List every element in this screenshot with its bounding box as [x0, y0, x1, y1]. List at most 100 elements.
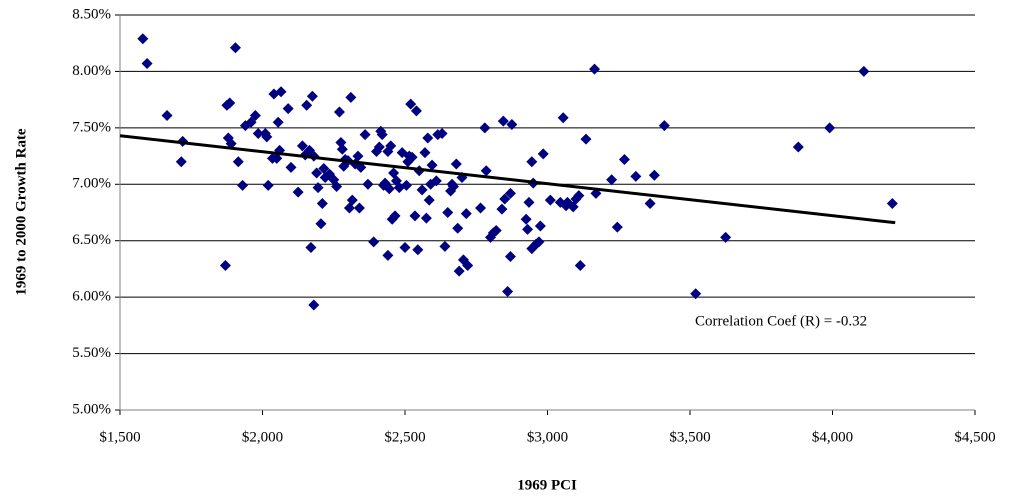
point: [426, 159, 438, 171]
point: [410, 105, 422, 117]
point: [526, 156, 538, 168]
point: [359, 129, 371, 141]
point: [318, 162, 330, 174]
point: [405, 98, 417, 110]
x-tick-label: $2,500: [384, 429, 425, 445]
point: [439, 240, 451, 252]
x-tick-label: $1,500: [99, 429, 140, 445]
y-axis-label: 1969 to 2000 Growth Rate: [13, 128, 29, 296]
point: [368, 236, 380, 248]
point: [452, 222, 464, 234]
point: [520, 213, 532, 225]
point: [252, 128, 264, 139]
point: [305, 241, 317, 253]
y-tick-label: 6.00%: [72, 289, 111, 305]
point: [331, 181, 343, 193]
point: [690, 288, 702, 300]
point: [574, 260, 586, 272]
point: [406, 151, 418, 163]
point: [175, 156, 187, 168]
point: [544, 194, 556, 206]
point: [537, 148, 549, 160]
point: [412, 244, 424, 256]
y-tick-label: 6.50%: [72, 232, 111, 248]
point: [336, 143, 348, 155]
point: [308, 299, 320, 311]
point: [345, 91, 357, 103]
point: [420, 212, 432, 224]
point: [522, 223, 534, 235]
point: [383, 183, 395, 195]
x-tick-label: $3,500: [669, 429, 710, 445]
y-tick-label: 8.00%: [72, 63, 111, 79]
point: [229, 42, 241, 54]
point: [475, 202, 487, 214]
point: [858, 65, 870, 77]
point: [282, 103, 294, 115]
point: [436, 128, 448, 139]
point: [311, 167, 323, 179]
point: [409, 210, 421, 222]
point: [224, 97, 236, 109]
point: [496, 203, 508, 215]
point: [644, 197, 656, 209]
point: [648, 169, 660, 181]
point: [497, 115, 509, 127]
point: [315, 218, 327, 230]
point: [161, 109, 173, 121]
point: [611, 221, 623, 233]
x-tick-label: $4,500: [954, 429, 995, 445]
point: [447, 181, 459, 193]
point: [580, 133, 592, 145]
point: [362, 178, 374, 190]
y-tick-label: 8.50%: [72, 6, 111, 22]
point: [301, 99, 313, 111]
point: [373, 141, 385, 153]
point: [382, 249, 394, 261]
point: [285, 161, 297, 173]
point: [589, 63, 601, 75]
point: [306, 90, 318, 102]
x-tick-label: $2,000: [242, 429, 283, 445]
point: [480, 165, 492, 177]
point: [333, 106, 345, 118]
point: [460, 208, 472, 220]
point: [499, 193, 511, 205]
y-tick-label: 5.00%: [72, 401, 111, 417]
point: [292, 186, 304, 198]
point: [141, 58, 153, 70]
point: [792, 141, 804, 153]
point: [479, 122, 491, 134]
point: [506, 118, 518, 130]
y-tick-label: 5.50%: [72, 345, 111, 361]
point: [422, 132, 434, 144]
point: [419, 147, 431, 159]
point: [416, 184, 428, 196]
point: [557, 112, 569, 124]
point: [237, 179, 249, 191]
point: [453, 265, 465, 277]
annotation: Correlation Coef (R) = -0.32: [695, 313, 867, 329]
point: [658, 120, 670, 132]
point: [312, 182, 324, 194]
point: [346, 194, 358, 206]
point: [296, 140, 308, 152]
point: [720, 231, 732, 243]
point: [352, 150, 364, 162]
point: [219, 260, 231, 272]
point: [533, 236, 545, 248]
point: [275, 86, 287, 98]
point: [400, 179, 412, 191]
point: [630, 170, 642, 182]
point: [353, 202, 365, 214]
point: [261, 131, 273, 143]
point: [389, 210, 401, 222]
x-tick-label: $3,000: [527, 429, 568, 445]
point: [504, 187, 516, 199]
point: [385, 140, 397, 152]
point: [824, 122, 836, 134]
point: [355, 161, 367, 173]
point: [137, 33, 149, 45]
point: [462, 260, 474, 272]
